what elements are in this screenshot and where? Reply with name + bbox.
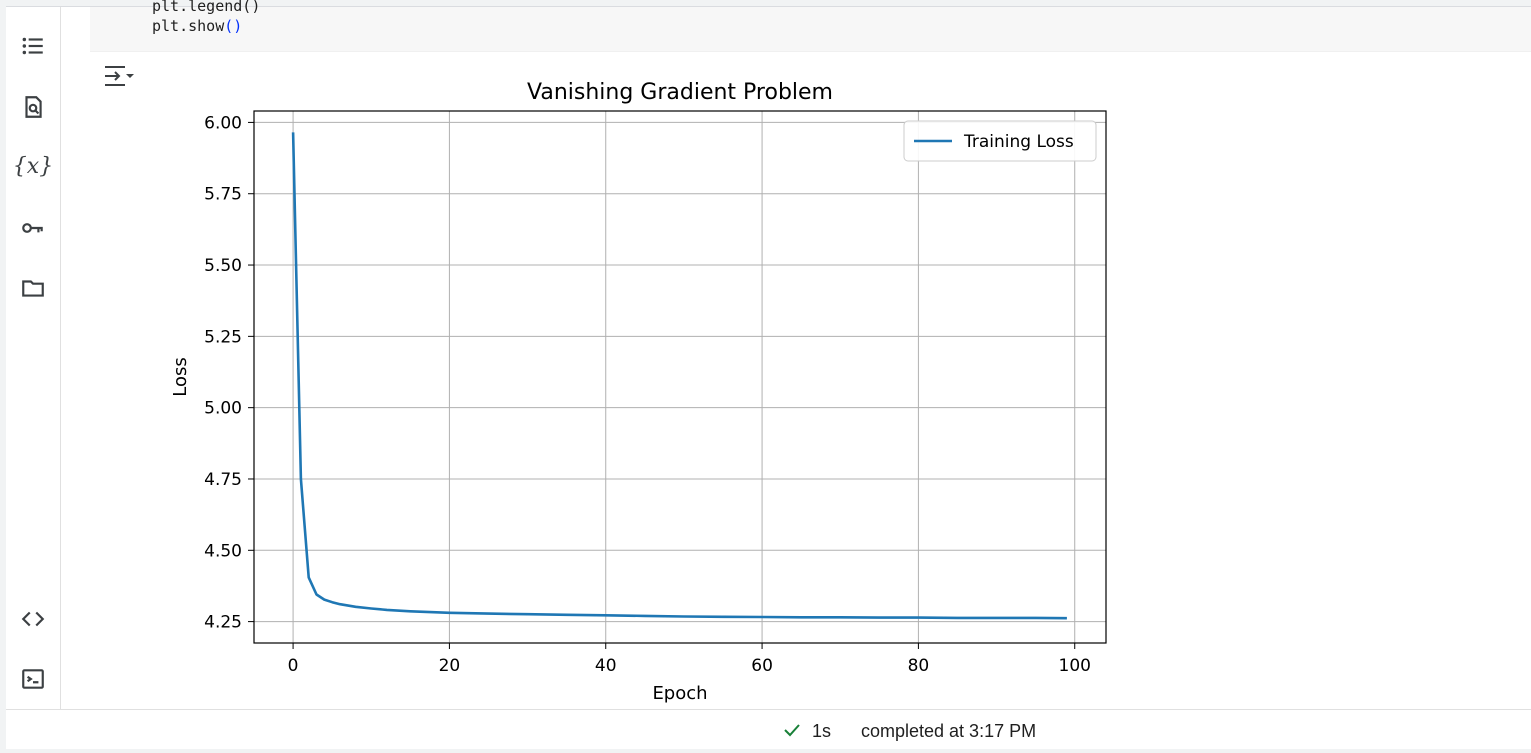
completion-status[interactable]: completed at 3:17 PM bbox=[861, 721, 1037, 741]
left-sidebar: {x} bbox=[6, 7, 61, 709]
x-tick-label: 60 bbox=[751, 656, 773, 676]
x-tick-label: 0 bbox=[288, 656, 299, 676]
y-tick-label: 5.00 bbox=[204, 399, 242, 419]
x-axis-label: Epoch bbox=[652, 683, 707, 704]
legend-box bbox=[903, 120, 1097, 162]
code-line-partial: plt.legend() bbox=[152, 0, 261, 15]
y-tick-label: 5.25 bbox=[204, 327, 242, 347]
legend-label: Training Loss bbox=[963, 132, 1074, 152]
y-tick-label: 4.75 bbox=[204, 470, 242, 490]
variables-icon[interactable]: {x} bbox=[13, 151, 53, 181]
y-tick-label: 4.25 bbox=[204, 613, 242, 633]
x-tick-label: 80 bbox=[908, 656, 930, 676]
y-tick-label: 6.00 bbox=[204, 113, 242, 133]
plot-frame bbox=[253, 110, 1107, 644]
colab-window: {x} plt.legend() plt.show() 0 20 40 60 80 100… bbox=[6, 0, 1531, 749]
output-actions-icon[interactable] bbox=[102, 61, 136, 91]
x-tick-label: 40 bbox=[595, 656, 617, 676]
loss-chart: 0 20 40 60 80 100 4.25 4.50 4.75 5.00 5.25 5.50 5.75… bbox=[170, 80, 1107, 704]
find-replace-icon[interactable] bbox=[18, 92, 48, 122]
terminal-icon[interactable] bbox=[18, 664, 48, 694]
x-tick-label: 100 bbox=[1059, 656, 1091, 676]
status-bar: 1s completed at 3:17 PM bbox=[6, 709, 1531, 749]
y-tick-label: 4.50 bbox=[204, 541, 242, 561]
code-line-show: plt.show() bbox=[152, 17, 242, 35]
code-call: plt.show bbox=[152, 17, 225, 35]
y-tick-label: 5.50 bbox=[204, 256, 242, 276]
execution-duration: 1s bbox=[812, 721, 832, 741]
files-folder-icon[interactable] bbox=[18, 273, 48, 303]
code-cell[interactable]: plt.legend() plt.show() bbox=[90, 0, 1531, 52]
code-parens: () bbox=[224, 17, 243, 35]
variables-glyph: {x} bbox=[12, 153, 54, 179]
table-of-contents-icon[interactable] bbox=[18, 31, 48, 61]
code-snippets-icon[interactable] bbox=[18, 604, 48, 634]
y-tick-label: 5.75 bbox=[204, 185, 242, 205]
y-axis-label: Loss bbox=[170, 357, 191, 396]
chart-title: Vanishing Gradient Problem bbox=[527, 80, 833, 105]
training-loss-line bbox=[291, 132, 1067, 620]
secrets-key-icon[interactable] bbox=[18, 213, 48, 243]
x-tick-label: 20 bbox=[439, 656, 461, 676]
check-icon bbox=[784, 724, 800, 737]
